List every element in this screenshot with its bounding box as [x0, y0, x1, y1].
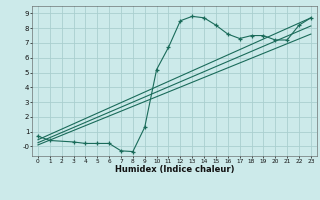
X-axis label: Humidex (Indice chaleur): Humidex (Indice chaleur): [115, 165, 234, 174]
